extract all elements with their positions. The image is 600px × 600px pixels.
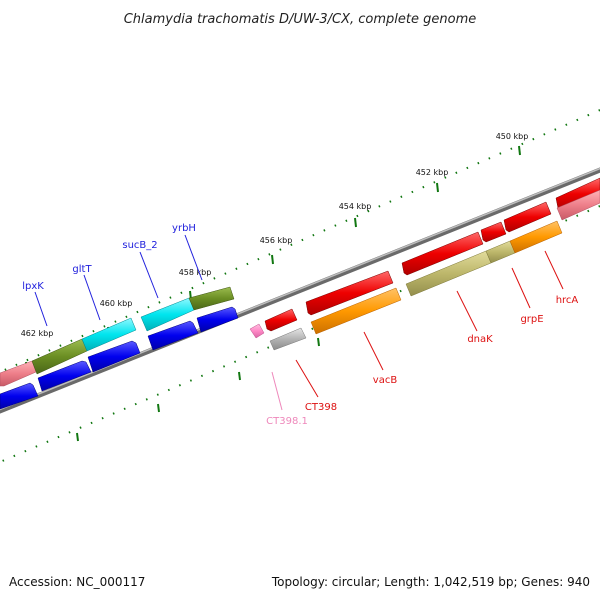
gene-arrow-blue xyxy=(87,340,141,373)
gene-label-lpxk: lpxK xyxy=(22,281,44,292)
reverse-features xyxy=(249,177,600,351)
scale-label: 460 kbp xyxy=(100,299,133,308)
genome-backbone xyxy=(0,167,600,414)
gene-arrow-red xyxy=(401,231,484,276)
scale-label: 456 kbp xyxy=(260,236,293,245)
gene-arrow-blue xyxy=(37,360,92,392)
gene-label-vacb: vacB xyxy=(373,375,398,386)
feature-hotpink xyxy=(249,323,265,339)
gene-label-grpe: grpE xyxy=(520,314,543,325)
gene-label-sucb-2: sucB_2 xyxy=(122,240,157,251)
gene-label-ct398-1: CT398.1 xyxy=(266,416,308,427)
gene-arrow-red xyxy=(264,308,298,332)
gene-label-gltt: gltT xyxy=(72,264,92,275)
page-title: Chlamydia trachomatis D/UW-3/CX, complet… xyxy=(124,12,477,27)
forward-features xyxy=(0,286,239,410)
gene-labels: lpxK gltT sucB_2 yrbH CT398.1 CT398 vacB… xyxy=(22,223,578,427)
feature-cyan xyxy=(81,317,137,352)
feature-khaki xyxy=(485,240,516,264)
gene-arrow-red xyxy=(480,221,507,243)
dotted-tick-track-outer xyxy=(0,109,600,373)
topology-text: Topology: circular; Length: 1,042,519 bp… xyxy=(271,575,590,589)
gene-arrow-red xyxy=(503,201,552,233)
feature-orange xyxy=(310,287,402,335)
scale-label: 450 kbp xyxy=(496,132,529,141)
gene-arrow-red xyxy=(305,270,394,316)
feature-pink xyxy=(556,189,600,221)
gene-arrow-blue xyxy=(196,306,239,333)
gene-label-ct398: CT398 xyxy=(305,402,337,413)
gene-label-yrbh: yrbH xyxy=(172,223,196,234)
gene-arrow-blue xyxy=(0,382,39,410)
scale-label: 462 kbp xyxy=(21,329,54,338)
gene-label-hrca: hrcA xyxy=(556,295,579,306)
scale-label: 458 kbp xyxy=(179,268,212,277)
feature-pink xyxy=(0,360,37,387)
feature-gray xyxy=(269,327,307,351)
scale-labels: 450 kbp 452 kbp 454 kbp 456 kbp 458 kbp … xyxy=(21,132,529,338)
feature-olive xyxy=(188,286,235,311)
accession-text: Accession: NC_000117 xyxy=(9,575,145,589)
scale-label: 452 kbp xyxy=(416,168,449,177)
gene-arrow-blue xyxy=(147,320,199,351)
scale-label: 454 kbp xyxy=(339,202,372,211)
gene-label-dnak: dnaK xyxy=(467,334,493,345)
feature-orange xyxy=(509,220,563,254)
